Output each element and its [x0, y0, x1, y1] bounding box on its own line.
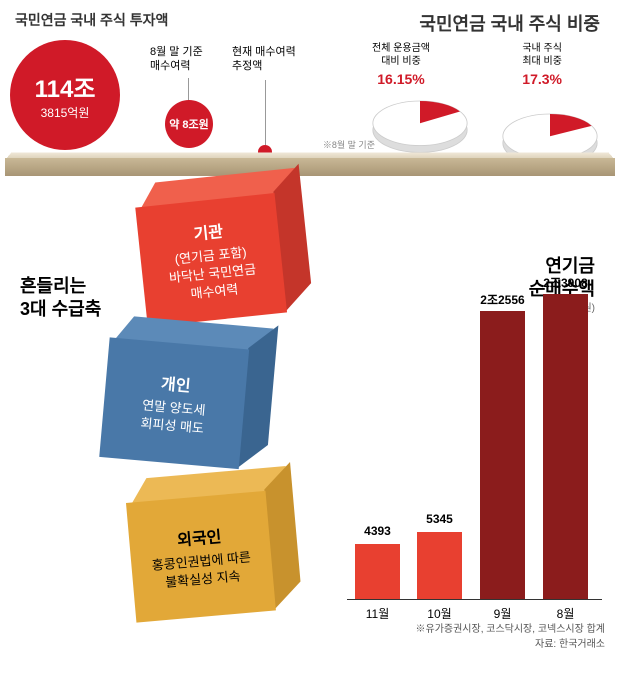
bar-value: 5345: [417, 512, 462, 526]
caption-2: 현재 매수여력 추정액: [232, 45, 296, 74]
bar-chart: 439311월534510월2조25569월2조39088월: [347, 260, 602, 640]
bar-value: 4393: [355, 524, 400, 538]
big-circle-sub: 3815억원: [41, 104, 90, 121]
bar-category: 10월: [417, 605, 462, 622]
bar: 2조39088월: [543, 294, 588, 600]
baseline: [347, 599, 602, 600]
title-right: 국민연금 국내 주식 비중: [419, 10, 600, 36]
bar: 2조25569월: [480, 311, 525, 600]
bar: 534510월: [417, 532, 462, 600]
side-title: 흔들리는 3대 수급축: [20, 275, 101, 322]
caption-1: 8월 말 기준 매수여력: [150, 45, 203, 74]
pie1-label: 전체 운용금액 대비 비중 16.15%: [372, 42, 430, 88]
title-left: 국민연금 국내 주식 투자액: [15, 10, 168, 30]
investment-circle: 114조 3815억원: [10, 40, 120, 150]
bar-value: 2조2556: [480, 291, 525, 308]
mid-circle: 약 8조원: [165, 100, 213, 148]
big-circle-main: 114조: [35, 69, 96, 104]
bar-category: 9월: [480, 605, 525, 622]
bar: 439311월: [355, 544, 400, 600]
bar-category: 8월: [543, 605, 588, 622]
cube-institution: 기관 (연기금 포함) 바닥난 국민연금 매수여력: [133, 169, 327, 327]
leader-line-2: [265, 80, 266, 145]
pie2-label: 국내 주식 최대 비중 17.3%: [522, 42, 562, 88]
cube-foreign: 외국인 홍콩인권법에 따른 불확실성 지속: [124, 467, 316, 622]
cube-individual: 개인 연말 양도세 회피성 매도: [99, 317, 291, 472]
footer-note: ※유가증권시장, 코스닥시장, 코넥스시장 합계 자료: 한국거래소: [416, 622, 606, 652]
bar-category: 11월: [355, 605, 400, 622]
bar-value: 2조3908: [543, 274, 588, 291]
